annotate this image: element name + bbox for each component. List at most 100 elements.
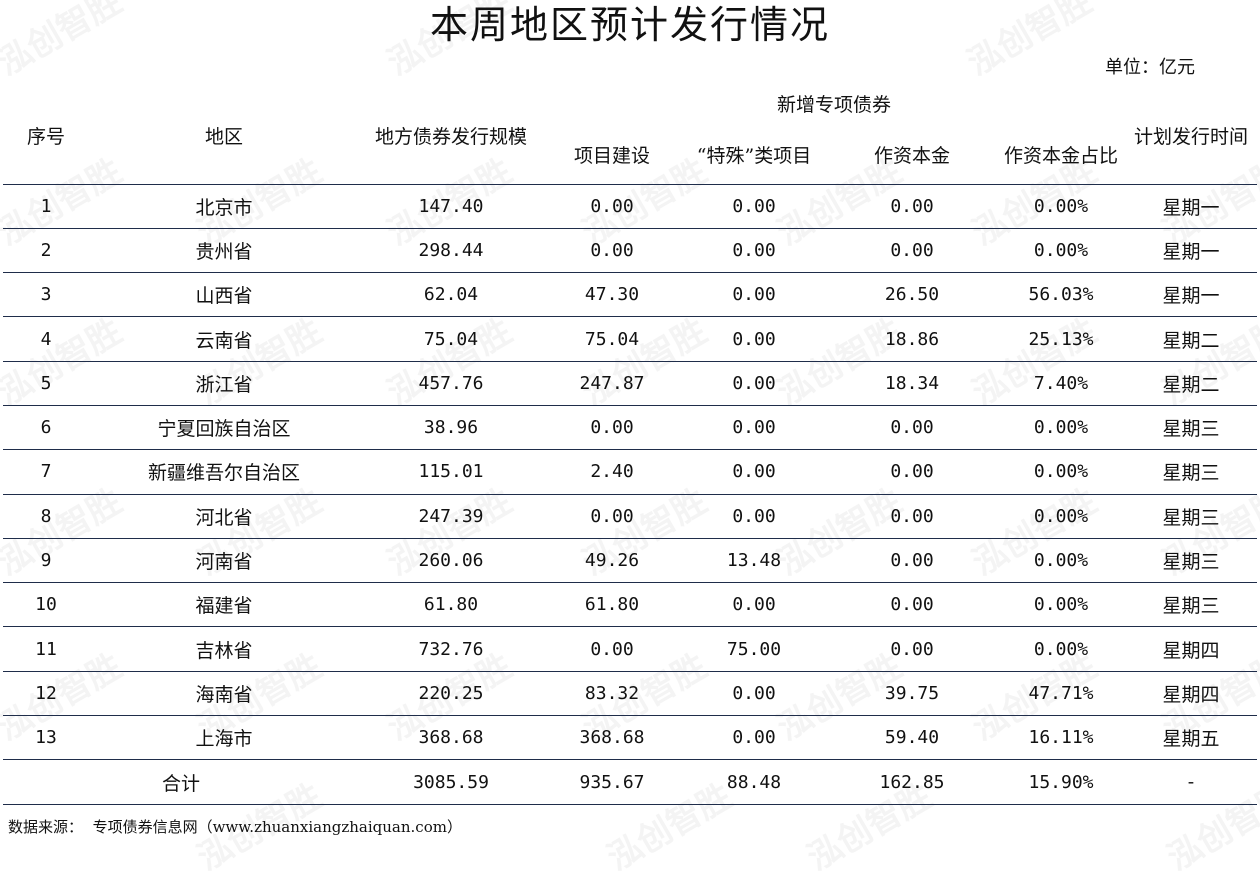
total-scale: 3085.59 bbox=[359, 759, 543, 805]
cell-capital: 39.75 bbox=[827, 671, 997, 717]
source-text: 专项债券信息网（www.zhuanxiangzhaiquan.com） bbox=[92, 818, 462, 836]
cell-ratio: 0.00% bbox=[997, 582, 1126, 628]
cell-project: 61.80 bbox=[543, 582, 681, 628]
cell-scale: 61.80 bbox=[359, 582, 543, 628]
cell-project: 2.40 bbox=[543, 449, 681, 495]
cell-capital: 18.86 bbox=[827, 316, 997, 362]
cell-scale: 115.01 bbox=[359, 449, 543, 495]
cell-index: 11 bbox=[3, 626, 89, 672]
cell-scale: 298.44 bbox=[359, 228, 543, 274]
header-scale: 地方债券发行规模 bbox=[359, 86, 543, 185]
cell-index: 7 bbox=[3, 449, 89, 495]
cell-scale: 220.25 bbox=[359, 671, 543, 717]
cell-capital: 0.00 bbox=[827, 494, 997, 539]
cell-ratio: 0.00% bbox=[997, 494, 1126, 539]
table-row: 13 上海市 368.68 368.68 0.00 59.40 16.11% 星… bbox=[3, 715, 1258, 761]
cell-project: 0.00 bbox=[543, 494, 681, 539]
cell-region: 福建省 bbox=[89, 582, 359, 628]
cell-region: 新疆维吾尔自治区 bbox=[89, 449, 359, 495]
cell-scale: 147.40 bbox=[359, 184, 543, 229]
cell-index: 2 bbox=[3, 228, 89, 274]
cell-scale: 38.96 bbox=[359, 405, 543, 451]
cell-ratio: 7.40% bbox=[997, 361, 1126, 406]
cell-scale: 732.76 bbox=[359, 626, 543, 672]
cell-time: 星期二 bbox=[1125, 316, 1258, 362]
cell-ratio: 47.71% bbox=[997, 671, 1126, 717]
header-project: 项目建设 bbox=[543, 120, 681, 185]
cell-project: 75.04 bbox=[543, 316, 681, 362]
cell-time: 星期一 bbox=[1125, 228, 1258, 274]
cell-time: 星期三 bbox=[1125, 494, 1258, 539]
cell-ratio: 0.00% bbox=[997, 405, 1126, 451]
cell-region: 山西省 bbox=[89, 272, 359, 318]
issuance-table: 序号 地区 地方债券发行规模 新增专项债券 计划发行时间 项目建设 “特殊”类项… bbox=[3, 86, 1258, 805]
header-plan-time: 计划发行时间 bbox=[1125, 86, 1258, 185]
cell-special: 0.00 bbox=[681, 715, 827, 761]
cell-project: 0.00 bbox=[543, 626, 681, 672]
cell-capital: 0.00 bbox=[827, 538, 997, 584]
source-label: 数据来源： bbox=[8, 818, 84, 836]
cell-capital: 0.00 bbox=[827, 449, 997, 495]
cell-time: 星期一 bbox=[1125, 272, 1258, 318]
header-capital-ratio: 作资本金占比 bbox=[997, 120, 1126, 185]
cell-scale: 260.06 bbox=[359, 538, 543, 584]
cell-region: 上海市 bbox=[89, 715, 359, 761]
cell-special: 0.00 bbox=[681, 184, 827, 229]
cell-region: 云南省 bbox=[89, 316, 359, 362]
cell-region: 河南省 bbox=[89, 538, 359, 584]
header-new-special-group: 新增专项债券 bbox=[777, 93, 892, 116]
header-region: 地区 bbox=[89, 86, 359, 185]
cell-capital: 0.00 bbox=[827, 582, 997, 628]
cell-index: 6 bbox=[3, 405, 89, 451]
cell-project: 368.68 bbox=[543, 715, 681, 761]
cell-capital: 0.00 bbox=[827, 405, 997, 451]
cell-scale: 457.76 bbox=[359, 361, 543, 406]
total-capital: 162.85 bbox=[827, 759, 997, 805]
cell-special: 0.00 bbox=[681, 272, 827, 318]
cell-region: 北京市 bbox=[89, 184, 359, 229]
cell-time: 星期三 bbox=[1125, 538, 1258, 584]
table-row: 2 贵州省 298.44 0.00 0.00 0.00 0.00% 星期一 bbox=[3, 228, 1258, 274]
cell-project: 247.87 bbox=[543, 361, 681, 406]
cell-time: 星期三 bbox=[1125, 449, 1258, 495]
total-special: 88.48 bbox=[681, 759, 827, 805]
cell-project: 47.30 bbox=[543, 272, 681, 318]
cell-special: 0.00 bbox=[681, 671, 827, 717]
table-row: 3 山西省 62.04 47.30 0.00 26.50 56.03% 星期一 bbox=[3, 272, 1258, 318]
cell-capital: 0.00 bbox=[827, 626, 997, 672]
cell-time: 星期二 bbox=[1125, 361, 1258, 406]
cell-index: 4 bbox=[3, 316, 89, 362]
cell-index: 5 bbox=[3, 361, 89, 406]
cell-index: 1 bbox=[3, 184, 89, 229]
cell-index: 9 bbox=[3, 538, 89, 584]
cell-special: 0.00 bbox=[681, 449, 827, 495]
cell-special: 75.00 bbox=[681, 626, 827, 672]
cell-special: 0.00 bbox=[681, 582, 827, 628]
cell-scale: 247.39 bbox=[359, 494, 543, 539]
cell-capital: 59.40 bbox=[827, 715, 997, 761]
header-index: 序号 bbox=[3, 86, 89, 185]
cell-time: 星期三 bbox=[1125, 582, 1258, 628]
total-project: 935.67 bbox=[543, 759, 681, 805]
total-label: 合计 bbox=[3, 759, 359, 805]
cell-capital: 26.50 bbox=[827, 272, 997, 318]
page-title: 本周地区预计发行情况 bbox=[429, 3, 830, 47]
cell-region: 海南省 bbox=[89, 671, 359, 717]
table-row: 5 浙江省 457.76 247.87 0.00 18.34 7.40% 星期二 bbox=[3, 361, 1258, 406]
cell-ratio: 0.00% bbox=[997, 538, 1126, 584]
cell-project: 0.00 bbox=[543, 405, 681, 451]
total-ratio: 15.90% bbox=[997, 759, 1126, 805]
cell-special: 0.00 bbox=[681, 494, 827, 539]
cell-project: 0.00 bbox=[543, 228, 681, 274]
cell-region: 宁夏回族自治区 bbox=[89, 405, 359, 451]
cell-capital: 0.00 bbox=[827, 184, 997, 229]
data-source: 数据来源： 专项债券信息网（www.zhuanxiangzhaiquan.com… bbox=[8, 817, 462, 837]
cell-scale: 62.04 bbox=[359, 272, 543, 318]
cell-time: 星期一 bbox=[1125, 184, 1258, 229]
cell-ratio: 0.00% bbox=[997, 449, 1126, 495]
cell-time: 星期四 bbox=[1125, 626, 1258, 672]
header-special-category: “特殊”类项目 bbox=[681, 120, 827, 185]
table-row: 11 吉林省 732.76 0.00 75.00 0.00 0.00% 星期四 bbox=[3, 626, 1258, 672]
table-row: 7 新疆维吾尔自治区 115.01 2.40 0.00 0.00 0.00% 星… bbox=[3, 449, 1258, 495]
cell-project: 49.26 bbox=[543, 538, 681, 584]
